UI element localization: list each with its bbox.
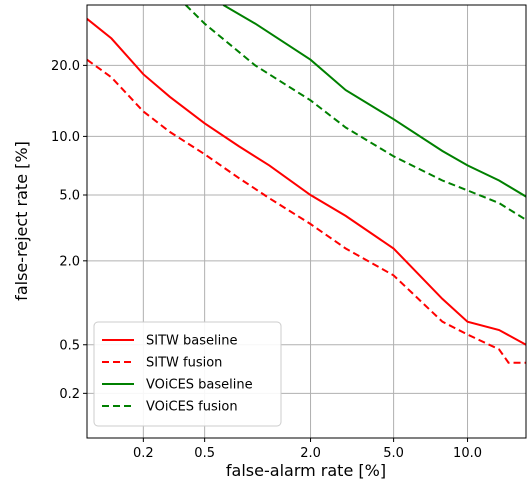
legend-label-voices-fusion: VOiCES fusion bbox=[146, 400, 238, 415]
series-line-sitw-fusion bbox=[87, 58, 526, 364]
x-axis-ticks: 0.2 0.5 2.0 5.0 10.0 bbox=[133, 438, 482, 461]
x-tick-label: 10.0 bbox=[453, 446, 482, 461]
legend: SITW baseline SITW fusion VOiCES baseline V… bbox=[93, 321, 282, 427]
legend-label-sitw-baseline: SITW baseline bbox=[146, 334, 237, 349]
series-line-sitw-baseline bbox=[87, 18, 526, 346]
y-tick-label: 5.0 bbox=[59, 188, 80, 203]
y-tick-label: 10.0 bbox=[51, 130, 80, 145]
legend-box bbox=[93, 321, 282, 427]
x-axis-label: false-alarm rate [%] bbox=[226, 461, 386, 480]
y-tick-label: 2.0 bbox=[59, 254, 80, 269]
y-axis-ticks: 0.2 0.5 2.0 5.0 10.0 20.0 bbox=[51, 59, 87, 402]
plot-frame bbox=[86, 4, 527, 439]
series-line-voices-baseline bbox=[222, 5, 526, 198]
x-tick-label: 0.2 bbox=[133, 446, 154, 461]
legend-label-voices-baseline: VOiCES baseline bbox=[146, 378, 253, 393]
y-tick-label: 0.5 bbox=[59, 338, 80, 353]
x-tick-label: 2.0 bbox=[300, 446, 321, 461]
legend-label-sitw-fusion: SITW fusion bbox=[146, 356, 222, 371]
y-tick-label: 0.2 bbox=[59, 387, 80, 402]
x-tick-label: 5.0 bbox=[383, 446, 404, 461]
y-axis-label: false-reject rate [%] bbox=[12, 141, 31, 301]
y-tick-label: 20.0 bbox=[51, 59, 80, 74]
x-tick-label: 0.5 bbox=[194, 446, 215, 461]
series-layer bbox=[87, 5, 526, 364]
series-line-voices-fusion bbox=[184, 5, 526, 221]
